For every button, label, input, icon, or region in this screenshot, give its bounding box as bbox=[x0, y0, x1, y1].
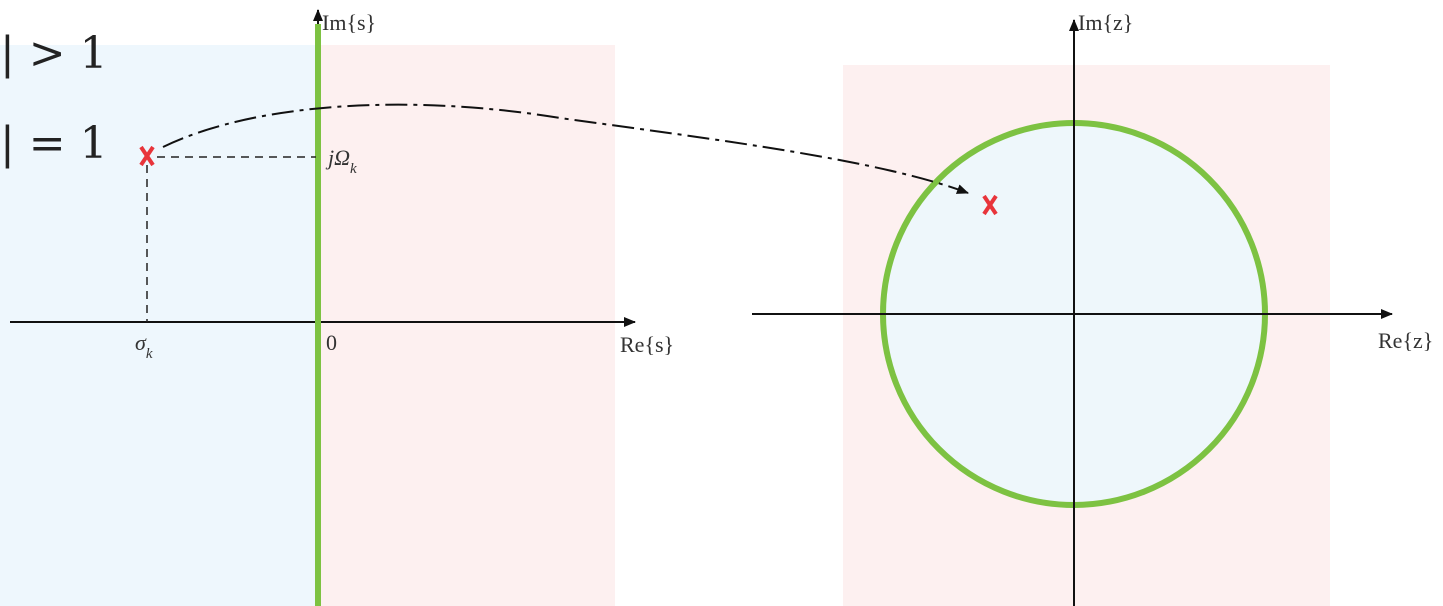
label-sub: k bbox=[350, 161, 357, 177]
pole-real-label: σk bbox=[135, 330, 153, 362]
label-main: σ bbox=[135, 330, 147, 355]
unstable-region bbox=[318, 45, 615, 606]
left-text: | = 1 bbox=[0, 118, 108, 169]
left-text: | > 1 bbox=[0, 28, 108, 79]
label-sub: k bbox=[146, 346, 153, 362]
x-axis-label: Re{z} bbox=[1378, 328, 1433, 353]
pole-marker bbox=[982, 194, 998, 216]
y-axis-label: Im{z} bbox=[1078, 10, 1133, 35]
y-axis-label: Im{s} bbox=[322, 10, 376, 35]
pole-marker bbox=[139, 145, 155, 167]
label-main: jΩ bbox=[325, 145, 350, 170]
x-axis-label: Re{s} bbox=[620, 332, 674, 357]
origin-label: 0 bbox=[326, 330, 337, 355]
stable-region bbox=[0, 45, 318, 606]
pole-imag-label: jΩk bbox=[325, 145, 357, 177]
